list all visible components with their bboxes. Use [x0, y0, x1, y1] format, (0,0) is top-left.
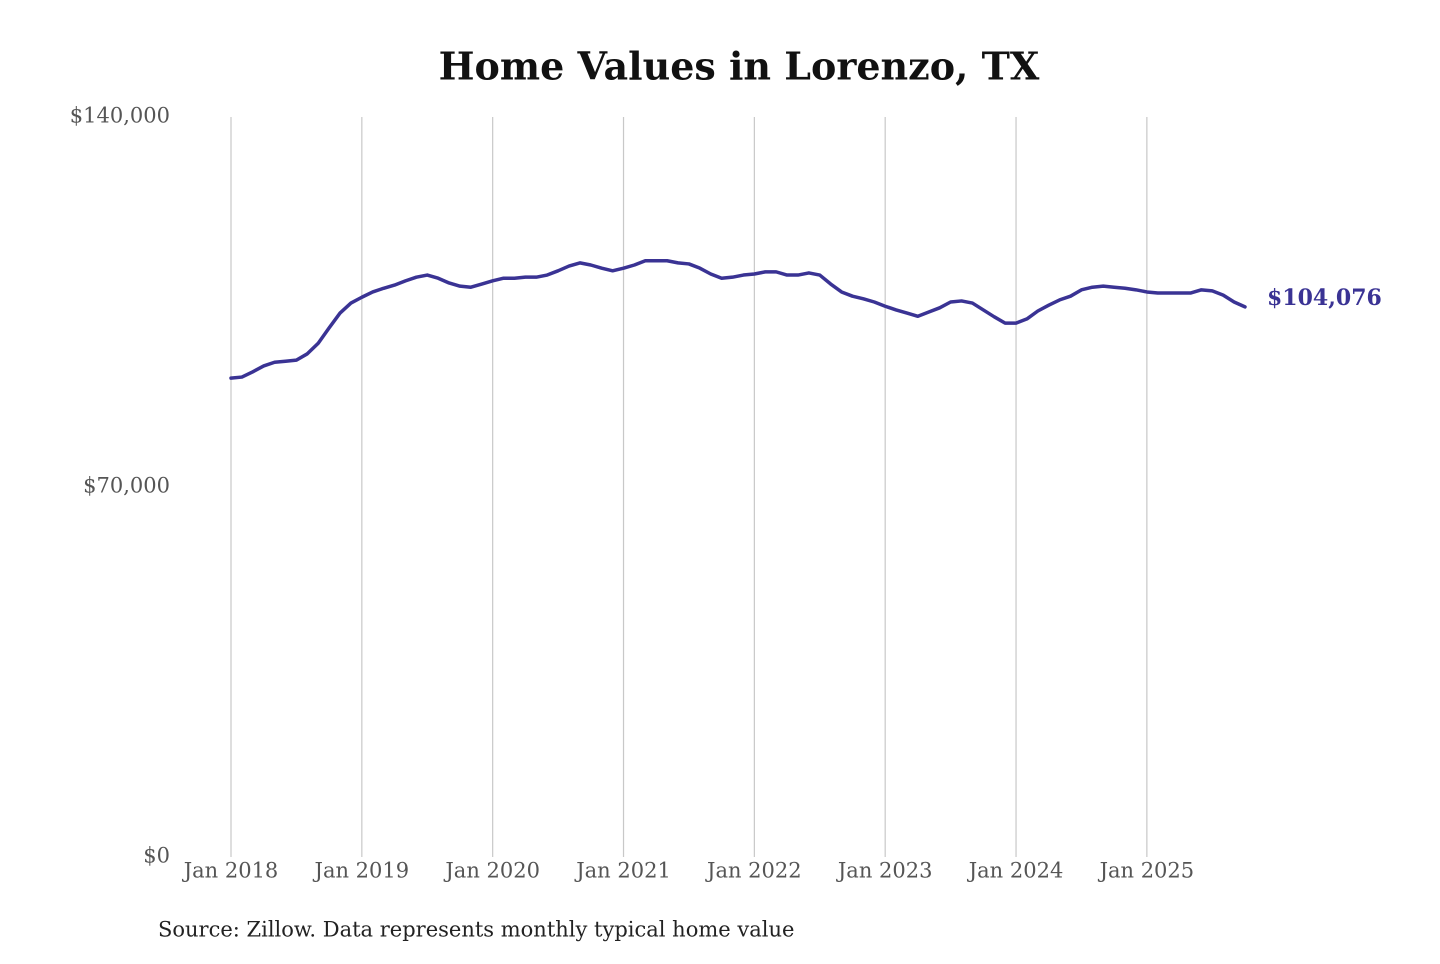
- source-note: Source: Zillow. Data represents monthly …: [158, 918, 794, 942]
- x-tick-label: Jan 2024: [967, 859, 1064, 883]
- y-tick-label: $140,000: [70, 104, 170, 128]
- data-label: $104,076: [1267, 285, 1382, 311]
- y-tick-label: $70,000: [83, 474, 170, 498]
- x-tick-label: Jan 2018: [182, 859, 279, 883]
- line: [229, 259, 1247, 380]
- x-tick-label: Jan 2023: [836, 859, 933, 883]
- x-tick-label: Jan 2021: [574, 859, 671, 883]
- x-tick-label: Jan 2019: [313, 859, 410, 883]
- y-tick-label: $0: [143, 844, 170, 868]
- chart-title: Home Values in Lorenzo, TX: [439, 44, 1040, 89]
- x-tick-label: Jan 2020: [443, 859, 540, 883]
- x-tick-label: Jan 2022: [705, 859, 802, 883]
- x-tick-label: Jan 2025: [1098, 859, 1195, 883]
